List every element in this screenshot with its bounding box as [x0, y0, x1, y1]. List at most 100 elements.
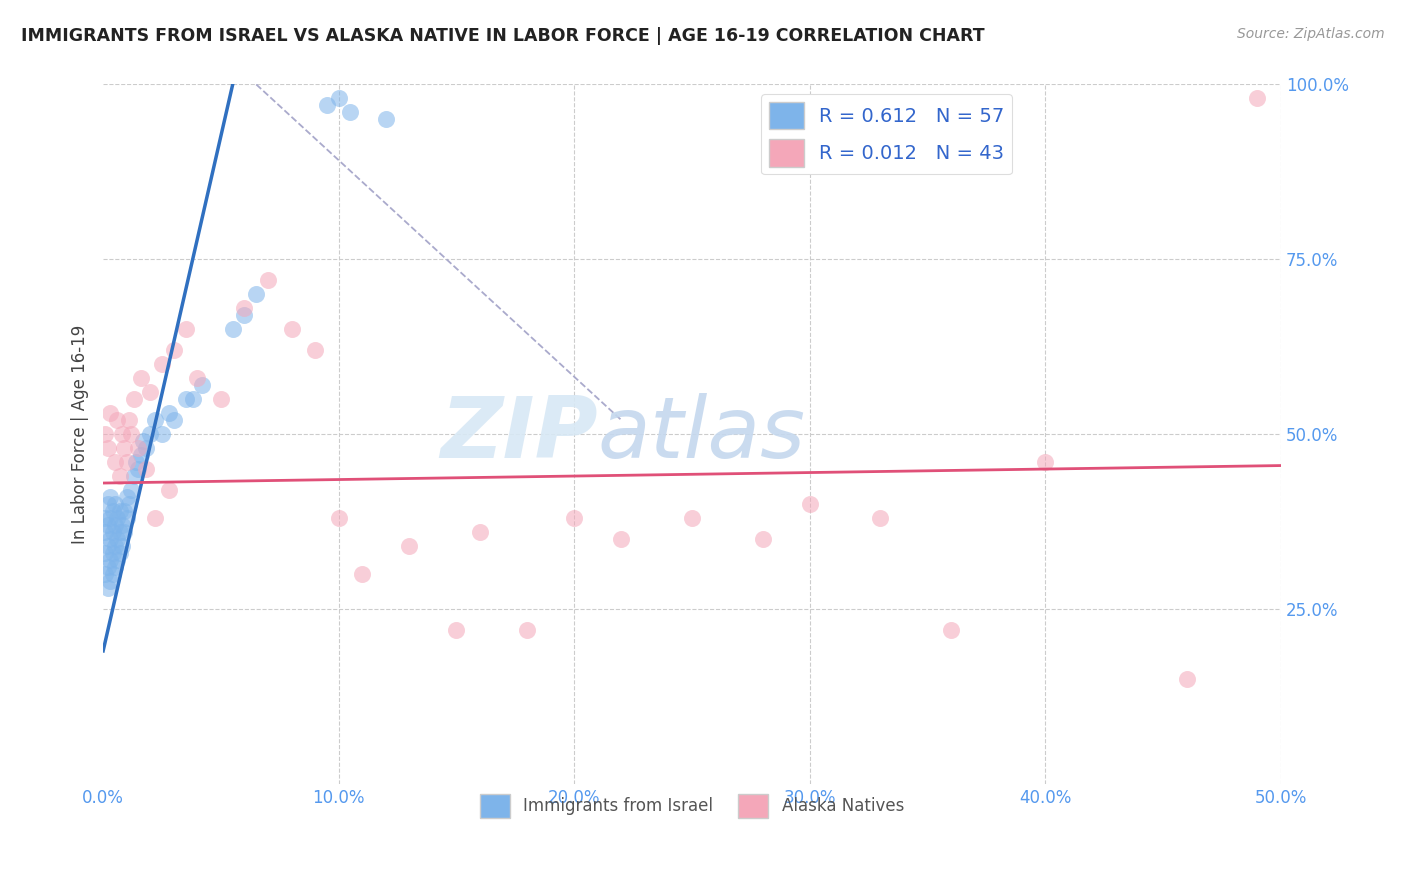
Point: [681, 511, 703, 525]
Point: [181, 392, 204, 406]
Point: [115, 511, 138, 525]
Point: [316, 98, 339, 112]
Y-axis label: In Labor Force | Age 16-19: In Labor Force | Age 16-19: [72, 325, 89, 544]
Point: [101, 504, 124, 518]
Point: [101, 546, 124, 560]
Point: [174, 322, 197, 336]
Point: [101, 524, 124, 539]
Point: [143, 413, 166, 427]
Point: [97, 581, 120, 595]
Point: [108, 546, 131, 560]
Point: [104, 539, 127, 553]
Point: [105, 532, 128, 546]
Point: [105, 553, 128, 567]
Point: [163, 343, 186, 358]
Point: [101, 566, 124, 581]
Point: [799, 497, 821, 511]
Point: [941, 623, 963, 637]
Point: [352, 566, 374, 581]
Point: [104, 455, 127, 469]
Point: [115, 455, 138, 469]
Point: [209, 392, 232, 406]
Point: [118, 413, 141, 427]
Point: [280, 322, 302, 336]
Point: [108, 524, 131, 539]
Point: [257, 273, 280, 287]
Point: [751, 532, 773, 546]
Point: [233, 301, 256, 316]
Point: [191, 378, 214, 392]
Point: [328, 511, 350, 525]
Point: [245, 287, 267, 301]
Point: [150, 427, 173, 442]
Point: [111, 518, 134, 533]
Point: [562, 511, 585, 525]
Text: ZIP: ZIP: [440, 392, 598, 475]
Point: [97, 497, 120, 511]
Point: [157, 483, 180, 497]
Point: [108, 469, 131, 483]
Point: [98, 511, 121, 525]
Point: [115, 490, 138, 504]
Point: [1175, 672, 1198, 686]
Point: [111, 539, 134, 553]
Point: [163, 413, 186, 427]
Text: IMMIGRANTS FROM ISRAEL VS ALASKA NATIVE IN LABOR FORCE | AGE 16-19 CORRELATION C: IMMIGRANTS FROM ISRAEL VS ALASKA NATIVE …: [21, 27, 984, 45]
Point: [374, 112, 396, 127]
Point: [869, 511, 891, 525]
Point: [98, 532, 121, 546]
Point: [328, 91, 350, 105]
Point: [398, 539, 420, 553]
Point: [94, 566, 117, 581]
Point: [1035, 455, 1057, 469]
Text: Source: ZipAtlas.com: Source: ZipAtlas.com: [1237, 27, 1385, 41]
Point: [120, 483, 142, 497]
Point: [104, 497, 127, 511]
Point: [610, 532, 633, 546]
Point: [129, 448, 152, 462]
Point: [304, 343, 326, 358]
Point: [139, 385, 162, 400]
Point: [98, 553, 121, 567]
Point: [112, 441, 135, 455]
Point: [108, 504, 131, 518]
Point: [139, 427, 162, 442]
Point: [112, 504, 135, 518]
Point: [221, 322, 243, 336]
Point: [112, 524, 135, 539]
Point: [94, 427, 117, 442]
Point: [98, 574, 121, 588]
Point: [516, 623, 538, 637]
Point: [186, 371, 208, 385]
Point: [122, 392, 145, 406]
Point: [233, 308, 256, 322]
Point: [135, 462, 157, 476]
Point: [120, 427, 142, 442]
Point: [135, 441, 157, 455]
Point: [111, 427, 134, 442]
Point: [122, 469, 145, 483]
Point: [97, 441, 120, 455]
Point: [150, 357, 173, 371]
Point: [94, 511, 117, 525]
Point: [97, 518, 120, 533]
Point: [1246, 91, 1268, 105]
Point: [157, 406, 180, 420]
Point: [127, 441, 149, 455]
Point: [98, 490, 121, 504]
Point: [446, 623, 468, 637]
Point: [104, 560, 127, 574]
Point: [143, 511, 166, 525]
Point: [94, 524, 117, 539]
Point: [127, 462, 149, 476]
Point: [98, 406, 121, 420]
Point: [104, 518, 127, 533]
Point: [129, 371, 152, 385]
Text: atlas: atlas: [598, 392, 806, 475]
Point: [97, 560, 120, 574]
Point: [125, 455, 148, 469]
Point: [118, 497, 141, 511]
Point: [97, 539, 120, 553]
Point: [105, 511, 128, 525]
Point: [132, 434, 155, 448]
